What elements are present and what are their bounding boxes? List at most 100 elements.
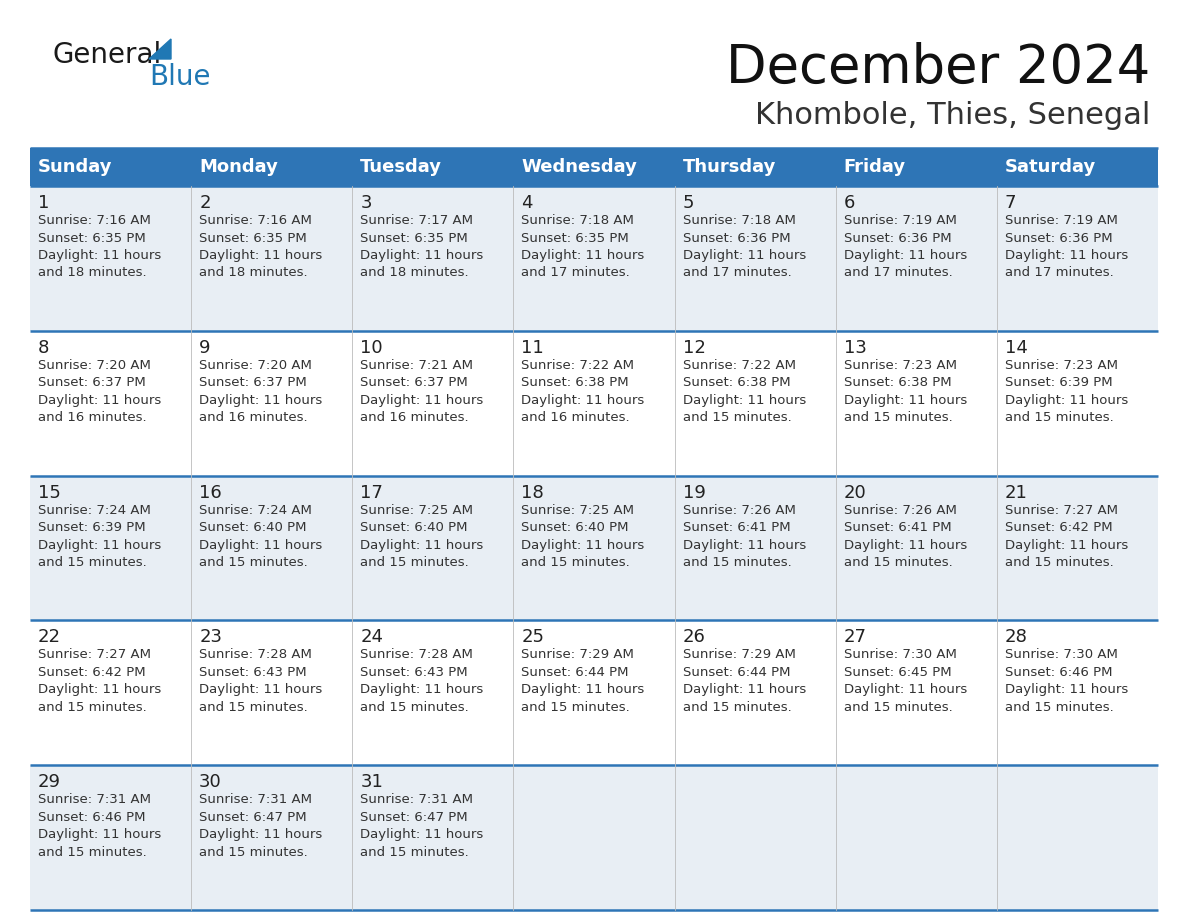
Text: Daylight: 11 hours: Daylight: 11 hours bbox=[200, 394, 322, 407]
Text: and 15 minutes.: and 15 minutes. bbox=[360, 845, 469, 858]
Bar bbox=[30, 766, 191, 910]
Text: and 15 minutes.: and 15 minutes. bbox=[522, 556, 630, 569]
Text: and 17 minutes.: and 17 minutes. bbox=[1005, 266, 1113, 279]
Text: 1: 1 bbox=[38, 194, 50, 212]
Text: Sunday: Sunday bbox=[38, 158, 113, 176]
Text: Daylight: 11 hours: Daylight: 11 hours bbox=[200, 539, 322, 552]
Text: Daylight: 11 hours: Daylight: 11 hours bbox=[522, 249, 645, 262]
Text: Sunset: 6:35 PM: Sunset: 6:35 PM bbox=[360, 231, 468, 244]
Text: and 18 minutes.: and 18 minutes. bbox=[360, 266, 469, 279]
Text: Sunset: 6:47 PM: Sunset: 6:47 PM bbox=[360, 811, 468, 823]
Text: Daylight: 11 hours: Daylight: 11 hours bbox=[360, 249, 484, 262]
Text: Sunset: 6:40 PM: Sunset: 6:40 PM bbox=[200, 521, 307, 534]
Polygon shape bbox=[148, 39, 171, 59]
Bar bbox=[353, 186, 513, 330]
Text: Sunrise: 7:22 AM: Sunrise: 7:22 AM bbox=[522, 359, 634, 372]
Text: Sunrise: 7:26 AM: Sunrise: 7:26 AM bbox=[843, 504, 956, 517]
Text: Sunrise: 7:24 AM: Sunrise: 7:24 AM bbox=[200, 504, 312, 517]
Text: Daylight: 11 hours: Daylight: 11 hours bbox=[1005, 394, 1129, 407]
Bar bbox=[835, 186, 997, 330]
Text: Daylight: 11 hours: Daylight: 11 hours bbox=[38, 539, 162, 552]
Text: 11: 11 bbox=[522, 339, 544, 357]
Bar bbox=[191, 148, 353, 186]
Text: Sunset: 6:37 PM: Sunset: 6:37 PM bbox=[38, 376, 146, 389]
Text: Sunset: 6:42 PM: Sunset: 6:42 PM bbox=[38, 666, 146, 679]
Bar bbox=[513, 330, 675, 476]
Text: Sunrise: 7:31 AM: Sunrise: 7:31 AM bbox=[38, 793, 151, 806]
Text: Sunset: 6:37 PM: Sunset: 6:37 PM bbox=[360, 376, 468, 389]
Text: 6: 6 bbox=[843, 194, 855, 212]
Text: 9: 9 bbox=[200, 339, 210, 357]
Bar bbox=[675, 186, 835, 330]
Text: Sunrise: 7:25 AM: Sunrise: 7:25 AM bbox=[522, 504, 634, 517]
Text: Sunset: 6:44 PM: Sunset: 6:44 PM bbox=[683, 666, 790, 679]
Bar bbox=[353, 621, 513, 766]
Bar bbox=[353, 330, 513, 476]
Text: Daylight: 11 hours: Daylight: 11 hours bbox=[683, 394, 805, 407]
Bar bbox=[675, 476, 835, 621]
Text: Sunset: 6:40 PM: Sunset: 6:40 PM bbox=[522, 521, 628, 534]
Text: and 15 minutes.: and 15 minutes. bbox=[683, 411, 791, 424]
Bar bbox=[997, 330, 1158, 476]
Bar bbox=[997, 186, 1158, 330]
Text: Daylight: 11 hours: Daylight: 11 hours bbox=[843, 683, 967, 697]
Text: December 2024: December 2024 bbox=[726, 42, 1150, 94]
Bar bbox=[997, 766, 1158, 910]
Text: and 17 minutes.: and 17 minutes. bbox=[522, 266, 630, 279]
Text: 23: 23 bbox=[200, 629, 222, 646]
Text: Daylight: 11 hours: Daylight: 11 hours bbox=[360, 539, 484, 552]
Bar bbox=[513, 621, 675, 766]
Text: 7: 7 bbox=[1005, 194, 1017, 212]
Bar bbox=[997, 148, 1158, 186]
Text: Sunset: 6:36 PM: Sunset: 6:36 PM bbox=[843, 231, 952, 244]
Bar bbox=[513, 766, 675, 910]
Text: Friday: Friday bbox=[843, 158, 905, 176]
Text: Sunset: 6:35 PM: Sunset: 6:35 PM bbox=[522, 231, 630, 244]
Bar bbox=[191, 330, 353, 476]
Bar bbox=[835, 148, 997, 186]
Text: and 16 minutes.: and 16 minutes. bbox=[522, 411, 630, 424]
Text: Sunset: 6:37 PM: Sunset: 6:37 PM bbox=[200, 376, 307, 389]
Text: Sunrise: 7:27 AM: Sunrise: 7:27 AM bbox=[38, 648, 151, 661]
Text: Sunset: 6:42 PM: Sunset: 6:42 PM bbox=[1005, 521, 1112, 534]
Text: Saturday: Saturday bbox=[1005, 158, 1097, 176]
Text: Sunrise: 7:18 AM: Sunrise: 7:18 AM bbox=[683, 214, 796, 227]
Text: 30: 30 bbox=[200, 773, 222, 791]
Text: 28: 28 bbox=[1005, 629, 1028, 646]
Text: 14: 14 bbox=[1005, 339, 1028, 357]
Text: Wednesday: Wednesday bbox=[522, 158, 637, 176]
Text: 29: 29 bbox=[38, 773, 61, 791]
Text: Daylight: 11 hours: Daylight: 11 hours bbox=[360, 683, 484, 697]
Text: Daylight: 11 hours: Daylight: 11 hours bbox=[683, 683, 805, 697]
Bar bbox=[835, 330, 997, 476]
Text: Sunrise: 7:17 AM: Sunrise: 7:17 AM bbox=[360, 214, 473, 227]
Text: Sunset: 6:39 PM: Sunset: 6:39 PM bbox=[38, 521, 146, 534]
Text: Sunrise: 7:25 AM: Sunrise: 7:25 AM bbox=[360, 504, 473, 517]
Text: 18: 18 bbox=[522, 484, 544, 501]
Text: Sunset: 6:46 PM: Sunset: 6:46 PM bbox=[1005, 666, 1112, 679]
Text: Sunrise: 7:31 AM: Sunrise: 7:31 AM bbox=[360, 793, 473, 806]
Text: and 18 minutes.: and 18 minutes. bbox=[38, 266, 146, 279]
Text: Tuesday: Tuesday bbox=[360, 158, 442, 176]
Text: Sunset: 6:38 PM: Sunset: 6:38 PM bbox=[522, 376, 630, 389]
Text: Daylight: 11 hours: Daylight: 11 hours bbox=[38, 394, 162, 407]
Text: and 15 minutes.: and 15 minutes. bbox=[843, 701, 953, 714]
Text: 31: 31 bbox=[360, 773, 384, 791]
Bar bbox=[30, 186, 191, 330]
Text: Monday: Monday bbox=[200, 158, 278, 176]
Text: and 15 minutes.: and 15 minutes. bbox=[683, 701, 791, 714]
Text: 5: 5 bbox=[683, 194, 694, 212]
Text: Blue: Blue bbox=[148, 63, 210, 91]
Text: and 15 minutes.: and 15 minutes. bbox=[1005, 556, 1113, 569]
Text: Sunset: 6:39 PM: Sunset: 6:39 PM bbox=[1005, 376, 1112, 389]
Text: 24: 24 bbox=[360, 629, 384, 646]
Text: and 15 minutes.: and 15 minutes. bbox=[843, 556, 953, 569]
Text: Sunrise: 7:19 AM: Sunrise: 7:19 AM bbox=[1005, 214, 1118, 227]
Bar bbox=[835, 621, 997, 766]
Text: Daylight: 11 hours: Daylight: 11 hours bbox=[843, 249, 967, 262]
Text: 3: 3 bbox=[360, 194, 372, 212]
Text: Daylight: 11 hours: Daylight: 11 hours bbox=[360, 394, 484, 407]
Text: and 18 minutes.: and 18 minutes. bbox=[200, 266, 308, 279]
Text: Daylight: 11 hours: Daylight: 11 hours bbox=[200, 249, 322, 262]
Text: 16: 16 bbox=[200, 484, 222, 501]
